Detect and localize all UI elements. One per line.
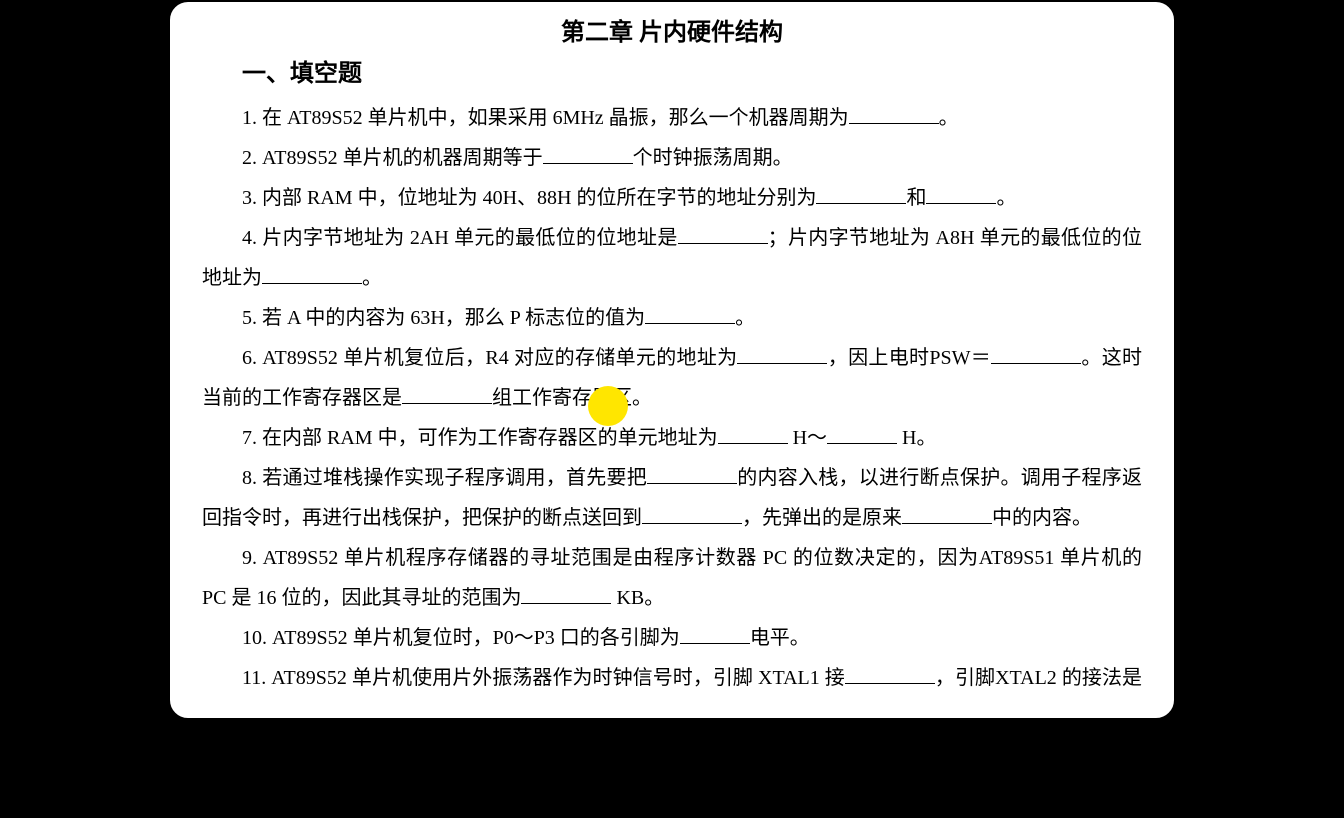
q8-text-d: 中的内容。 (992, 507, 1092, 529)
q3-text-a: 3. 内部 RAM 中，位地址为 40H、88H 的位所在字节的地址分别为 (242, 187, 816, 209)
q4-blank1 (678, 219, 768, 244)
q8-text-c: ，先弹出的是原来 (742, 507, 902, 529)
q7-blank2 (827, 419, 897, 444)
q7-text-a: 7. 在内部 RAM 中，可作为工作寄存器区的单元地址为 (242, 427, 718, 449)
q1-text-a: 1. 在 AT89S52 单片机中，如果采用 6MHz 晶振，那么一个机器周期为 (242, 107, 849, 129)
q3-text-b: 和 (906, 187, 926, 209)
q4-text-a: 4. 片内字节地址为 2AH 单元的最低位的位地址是 (242, 227, 678, 249)
q10-blank (680, 619, 750, 644)
q8-text-a: 8. 若通过堆栈操作实现子程序调用，首先要把 (242, 467, 647, 489)
chapter-title: 第二章 片内硬件结构 (202, 12, 1142, 47)
q8-blank3 (902, 499, 992, 524)
q6-blank1 (737, 339, 827, 364)
q9-blank (521, 579, 611, 604)
q6-blank3 (402, 379, 492, 404)
document-page: 第二章 片内硬件结构 一、填空题 1. 在 AT89S52 单片机中，如果采用 … (168, 0, 1176, 720)
q11-blank2 (202, 699, 292, 724)
q3-blank2 (926, 179, 996, 204)
q9-text-b: KB。 (611, 587, 664, 609)
q11-blank1 (845, 659, 935, 684)
q12-blank1 (706, 739, 806, 764)
q12-text-b: ，程序指针 PC 中的内容为 (806, 747, 1042, 769)
q8-blank1 (647, 459, 737, 484)
q7-blank1 (718, 419, 788, 444)
q3-blank1 (816, 179, 906, 204)
q3-text-c: 。 (996, 187, 1016, 209)
q6-text-a: 6. AT89S52 单片机复位后，R4 对应的存储单元的地址为 (242, 347, 737, 369)
q10-text-b: 电平。 (750, 627, 810, 649)
q5-text-b: 。 (735, 307, 755, 329)
q7-text-b: H～ (788, 427, 827, 449)
q5-blank (645, 299, 735, 324)
q6-text-d: 组工作寄存器区。 (492, 387, 652, 409)
q10-text-a: 10. AT89S52 单片机复位时，P0～P3 口的各引脚为 (242, 627, 680, 649)
q6-text-b: ，因上电时PSW＝ (827, 347, 991, 369)
questions-body: 1. 在 AT89S52 单片机中，如果采用 6MHz 晶振，那么一个机器周期为… (202, 98, 1142, 818)
q6-blank2 (991, 339, 1081, 364)
q2-text-a: 2. AT89S52 单片机的机器周期等于 (242, 147, 543, 169)
q12-text-a: 12. AT89S52 单片机复位时，堆栈指针 SP 中的内容为 (242, 747, 706, 769)
q11-text-c: 。 (292, 707, 312, 729)
q12-blank2 (1042, 739, 1142, 764)
q7-text-c: H。 (897, 427, 936, 449)
q1-text-b: 。 (939, 107, 959, 129)
section-title: 一、填空题 (242, 53, 1142, 88)
q4-blank2 (262, 259, 362, 284)
q1-blank (849, 99, 939, 124)
q2-text-b: 个时钟振荡周期。 (633, 147, 793, 169)
q9-text-a: 9. AT89S52 单片机程序存储器的寻址范围是由程序计数器 PC 的位数决定… (202, 547, 1142, 609)
q11-text-b: ，引脚XTAL2 的接法是 (935, 667, 1142, 689)
q12-text-c: 。 (202, 787, 222, 809)
q2-blank (543, 139, 633, 164)
cursor-highlight-icon (588, 386, 628, 426)
q4-text-c: 。 (362, 267, 382, 289)
q8-blank2 (642, 499, 742, 524)
q11-text-a: 11. AT89S52 单片机使用片外振荡器作为时钟信号时，引脚 XTAL1 接 (242, 667, 845, 689)
q5-text-a: 5. 若 A 中的内容为 63H，那么 P 标志位的值为 (242, 307, 645, 329)
